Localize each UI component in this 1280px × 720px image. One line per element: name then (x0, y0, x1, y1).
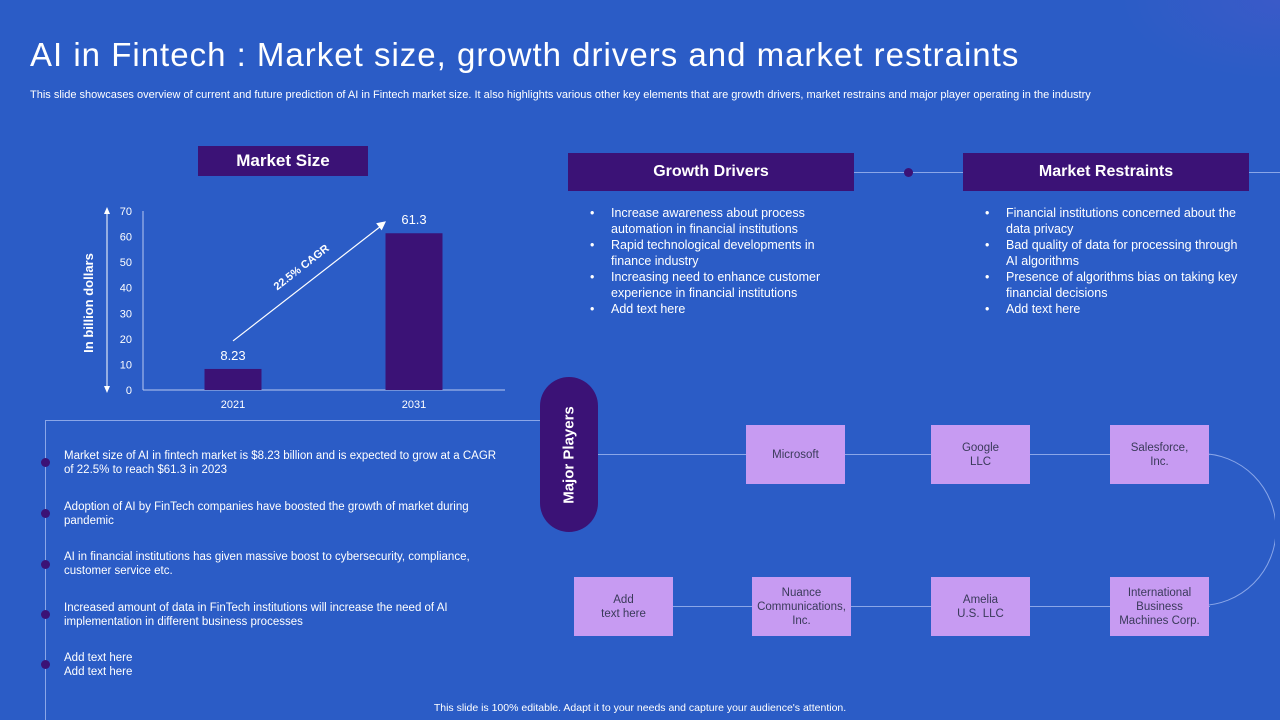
page-subtitle: This slide showcases overview of current… (30, 89, 1091, 101)
players-row1-line (598, 454, 1210, 455)
y-tick-label: 70 (120, 206, 132, 218)
list-item: Increase awareness about process automat… (590, 205, 850, 237)
y-tick-label: 60 (120, 232, 132, 244)
fact-item: Adoption of AI by FinTech companies have… (64, 501, 469, 527)
cagr-annotation: 22.5% CAGR (272, 242, 332, 293)
list-item: Add text here (590, 301, 850, 317)
bar (204, 368, 262, 390)
cagr-arrow-line (232, 224, 383, 342)
timeline-dot (41, 610, 50, 619)
list-item: Bad quality of data for processing throu… (985, 237, 1245, 269)
page-title: AI in Fintech : Market size, growth driv… (30, 36, 1020, 73)
y-tick-label: 20 (120, 334, 132, 346)
timeline-dot (41, 660, 50, 669)
player-amelia: Amelia U.S. LLC (931, 577, 1030, 636)
x-tick-label: 2031 (402, 399, 426, 411)
list-item: Presence of algorithms bias on taking ke… (985, 269, 1245, 301)
x-tick-label: 2021 (221, 399, 245, 411)
market-size-chart: 0 10 20 30 40 50 60 70 In billion dollars 8.23 202… (81, 206, 505, 411)
y-axis-label: In billion dollars (81, 253, 96, 353)
timeline-dot (41, 560, 50, 569)
arrow-down-icon (104, 386, 110, 393)
fact-item: Increased amount of data in FinTech inst… (64, 602, 448, 628)
timeline-dot (41, 509, 50, 518)
timeline-dot (41, 458, 50, 467)
list-item: Rapid technological developments in fina… (590, 237, 850, 269)
fact-item: Market size of AI in fintech market is $… (64, 450, 497, 476)
player-google: Google LLC (931, 425, 1030, 484)
corner-glow (1120, 0, 1280, 80)
players-connector-arc (1200, 453, 1275, 606)
y-tick-label: 40 (120, 283, 132, 295)
market-restraints-heading: Market Restraints (963, 153, 1249, 191)
data-label: 8.23 (220, 348, 245, 363)
market-restraints-list: Financial institutions concerned about t… (985, 205, 1245, 317)
y-tick-label: 10 (120, 359, 132, 371)
connector-line-right (1249, 172, 1280, 173)
y-tick-label: 0 (126, 385, 132, 397)
bar (385, 233, 443, 390)
player-add-text: Add text here (574, 577, 673, 636)
cagr-arrowhead-icon (376, 221, 386, 231)
market-size-heading: Market Size (198, 146, 368, 176)
connector-dot (904, 168, 913, 177)
list-item: Add text here (985, 301, 1245, 317)
player-ibm: International Business Machines Corp. (1110, 577, 1209, 636)
y-tick-label: 30 (120, 308, 132, 320)
y-tick-label: 50 (120, 257, 132, 269)
data-label: 61.3 (401, 212, 426, 227)
footer-note: This slide is 100% editable. Adapt it to… (433, 702, 847, 714)
list-item: Financial institutions concerned about t… (985, 205, 1245, 237)
fact-item: AI in financial institutions has given m… (64, 551, 470, 577)
players-row2-line (603, 606, 1210, 607)
arrow-up-icon (104, 207, 110, 214)
growth-drivers-list: Increase awareness about process automat… (590, 205, 850, 317)
major-players-pill: Major Players (540, 377, 598, 532)
list-item: Increasing need to enhance customer expe… (590, 269, 850, 301)
player-salesforce: Salesforce, Inc. (1110, 425, 1209, 484)
facts-timeline: Market size of AI in fintech market is $… (41, 420, 526, 720)
player-microsoft: Microsoft (746, 425, 845, 484)
fact-item: Add text here Add text here (64, 652, 133, 678)
player-nuance: Nuance Communications, Inc. (752, 577, 851, 636)
facts-top-line (45, 420, 540, 421)
growth-drivers-heading: Growth Drivers (568, 153, 854, 191)
major-players-label: Major Players (560, 405, 578, 504)
